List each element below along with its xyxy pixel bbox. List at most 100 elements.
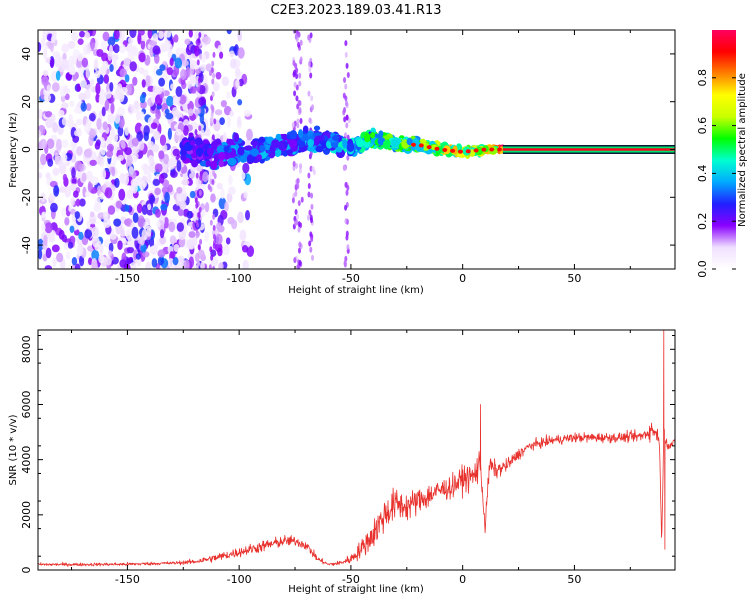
noise-speck xyxy=(204,231,209,243)
x-tick-label: -150 xyxy=(115,573,140,586)
noise-speck xyxy=(169,235,177,245)
noise-speck xyxy=(342,109,346,116)
x-tick-label: -100 xyxy=(227,272,252,285)
noise-speck xyxy=(212,233,216,240)
noise-speck xyxy=(343,116,347,123)
noise-speck xyxy=(61,102,69,109)
noise-speck xyxy=(163,153,170,165)
signal-blob xyxy=(264,144,271,151)
noise-speck xyxy=(243,191,248,199)
noise-speck xyxy=(72,75,77,82)
noise-speck xyxy=(226,91,231,99)
noise-speck xyxy=(297,200,301,207)
noise-speck xyxy=(176,160,182,172)
noise-speck xyxy=(308,117,312,124)
noise-speck xyxy=(224,201,229,212)
noise-speck xyxy=(112,155,117,166)
noise-speck xyxy=(307,90,311,97)
noise-speck xyxy=(85,84,93,92)
noise-speck xyxy=(149,194,156,204)
noise-speck xyxy=(167,158,176,170)
noise-speck xyxy=(105,150,114,158)
noise-speck xyxy=(291,121,295,128)
noise-speck xyxy=(212,243,216,250)
signal-peak-dot xyxy=(489,147,495,152)
noise-speck xyxy=(91,249,100,261)
signal-blob xyxy=(180,154,187,161)
noise-speck xyxy=(176,222,185,232)
noise-speck xyxy=(152,45,161,55)
noise-speck xyxy=(132,212,139,224)
noise-speck xyxy=(186,210,193,219)
noise-speck xyxy=(80,102,87,112)
noise-speck xyxy=(90,176,99,186)
noise-speck xyxy=(166,95,174,107)
noise-speck xyxy=(197,37,201,44)
noise-speck xyxy=(199,64,208,72)
colorbar-tick-label: 0.2 xyxy=(696,212,709,230)
signal-blob xyxy=(189,140,196,146)
figure-title: C2E3.2023.189.03.41.R13 xyxy=(270,3,441,18)
noise-speck xyxy=(76,118,83,126)
noise-speck xyxy=(344,51,348,58)
noise-speck xyxy=(43,234,48,246)
noise-speck xyxy=(64,93,70,101)
noise-speck xyxy=(94,243,101,251)
noise-speck xyxy=(38,42,42,53)
noise-speck xyxy=(140,243,147,253)
noise-speck xyxy=(242,162,250,174)
noise-speck xyxy=(124,74,130,83)
noise-speck xyxy=(139,94,146,104)
noise-speck xyxy=(210,193,216,203)
noise-speck xyxy=(293,90,297,97)
noise-speck xyxy=(198,32,202,39)
noise-speck xyxy=(68,55,74,68)
noise-speck xyxy=(114,112,121,124)
noise-speck xyxy=(229,110,235,117)
noise-speck xyxy=(212,224,216,231)
noise-speck xyxy=(136,131,143,142)
noise-speck xyxy=(296,118,300,125)
noise-speck xyxy=(38,129,42,138)
noise-speck xyxy=(85,43,92,54)
noise-speck xyxy=(205,63,212,72)
noise-speck xyxy=(64,217,70,226)
y-tick-label: -20 xyxy=(20,188,33,206)
noise-speck xyxy=(199,174,203,181)
noise-speck xyxy=(237,30,242,42)
noise-speck xyxy=(89,159,98,166)
noise-speck xyxy=(342,92,346,99)
signal-blob xyxy=(315,145,324,153)
x-tick-label: 50 xyxy=(567,272,581,285)
signal-blob xyxy=(306,145,315,152)
noise-speck xyxy=(108,44,114,57)
noise-speck xyxy=(119,44,126,54)
noise-speck xyxy=(61,139,69,148)
noise-speck xyxy=(220,187,225,200)
noise-speck xyxy=(147,30,153,39)
signal-blob xyxy=(218,151,226,161)
noise-speck xyxy=(71,167,76,179)
noise-speck xyxy=(343,76,347,83)
noise-speck xyxy=(177,208,184,217)
noise-speck xyxy=(117,125,124,137)
noise-speck xyxy=(297,226,301,233)
noise-speck xyxy=(212,265,216,269)
noise-speck xyxy=(151,92,156,104)
noise-speck xyxy=(209,219,213,226)
noise-speck xyxy=(123,57,131,67)
noise-speck xyxy=(157,256,165,266)
spectrogram-y-ticks: -40 -20 0 20 40 xyxy=(20,47,675,254)
noise-speck xyxy=(103,217,111,229)
snr-y-ticks: 0 2000 4000 6000 8000 xyxy=(20,335,675,574)
noise-speck xyxy=(222,132,227,144)
noise-speck xyxy=(237,99,243,106)
noise-speck xyxy=(154,187,161,196)
noise-speck xyxy=(298,260,302,267)
noise-speck xyxy=(161,143,168,152)
noise-speck xyxy=(88,113,96,122)
signal-blob xyxy=(278,140,286,151)
noise-speck xyxy=(131,137,139,147)
noise-speck xyxy=(186,239,194,250)
y-tick-label: 40 xyxy=(20,47,33,61)
